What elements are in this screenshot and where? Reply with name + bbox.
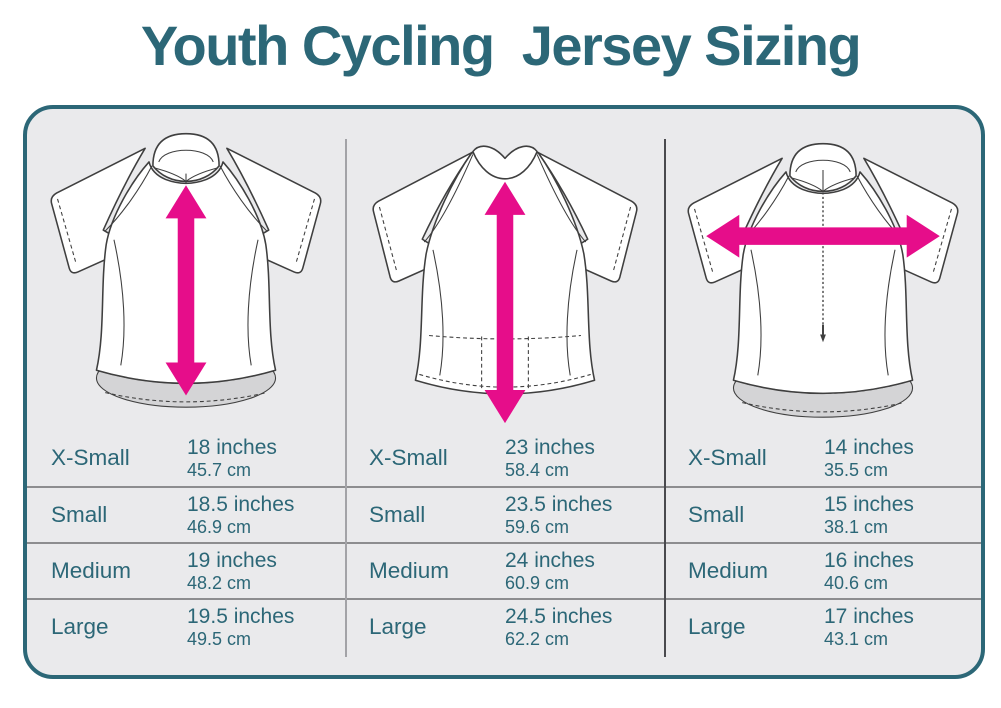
size-label: X-Small	[688, 445, 767, 470]
jersey-outline	[686, 142, 959, 418]
size-row: Small 23.5 inches 59.6 cm	[345, 486, 664, 542]
column-back-length: X-Small 23 inches 58.4 cm Small 23.5 inches 5…	[345, 109, 664, 675]
size-row: Large 19.5 inches 49.5 cm	[27, 598, 345, 654]
measurement-cm: 62.2 cm	[505, 628, 570, 649]
measurement-value: 14 inches 35.5 cm	[824, 436, 914, 481]
collar	[471, 145, 538, 180]
front-length-arrow	[165, 185, 207, 396]
measurement-value: 17 inches 43.1 cm	[824, 605, 914, 650]
measurement-value: 16 inches 40.6 cm	[824, 549, 914, 594]
back-length-arrow	[484, 181, 525, 424]
jersey-chest-diagram	[664, 109, 981, 430]
size-label: Large	[688, 614, 746, 639]
sizing-panel: X-Small 18 inches 45.7 cm Small 18.5 inches 4…	[23, 105, 985, 679]
size-label: Large	[369, 614, 427, 639]
measurement-inches: 17 inches	[824, 604, 914, 628]
measurement-inches: 24.5 inches	[505, 604, 613, 628]
page-title: Youth Cycling Jersey Sizing	[140, 14, 862, 77]
jersey-back-length-icon	[371, 145, 638, 424]
size-label: Medium	[369, 558, 450, 583]
measurement-cm: 45.7 cm	[187, 459, 252, 480]
size-row: X-Small 23 inches 58.4 cm	[345, 430, 664, 486]
measurement-value: 19 inches 48.2 cm	[187, 549, 277, 594]
column-front-length: X-Small 18 inches 45.7 cm Small 18.5 inches 4…	[27, 109, 345, 675]
size-row: Small 15 inches 38.1 cm	[664, 486, 981, 542]
collar	[152, 132, 220, 183]
size-label: Small	[369, 502, 426, 527]
measurement-inches: 18.5 inches	[187, 492, 295, 516]
measurement-value: 18 inches 45.7 cm	[187, 436, 277, 481]
size-row: Large 24.5 inches 62.2 cm	[345, 598, 664, 654]
measurement-value: 15 inches 38.1 cm	[824, 493, 914, 538]
measurement-inches: 18 inches	[187, 435, 277, 459]
size-row: Medium 16 inches 40.6 cm	[664, 542, 981, 598]
size-label: X-Small	[369, 445, 448, 470]
measurement-inches: 24 inches	[505, 548, 595, 572]
size-row: Large 17 inches 43.1 cm	[664, 598, 981, 654]
measurement-cm: 49.5 cm	[187, 628, 252, 649]
measurement-cm: 48.2 cm	[187, 572, 252, 593]
measurement-cm: 58.4 cm	[505, 459, 570, 480]
jersey-back-diagram	[345, 109, 664, 430]
measurement-value: 18.5 inches 46.9 cm	[187, 493, 294, 538]
jersey-front-diagram	[27, 109, 345, 430]
measurement-cm: 38.1 cm	[824, 516, 889, 537]
back-length-table: X-Small 23 inches 58.4 cm Small 23.5 inches 5…	[345, 430, 664, 654]
measurement-cm: 60.9 cm	[505, 572, 570, 593]
measurement-value: 24.5 inches 62.2 cm	[505, 605, 612, 650]
measurement-value: 23 inches 58.4 cm	[505, 436, 595, 481]
chest-width-table: X-Small 14 inches 35.5 cm Small 15 inches 38.…	[664, 430, 981, 654]
size-row: Small 18.5 inches 46.9 cm	[27, 486, 345, 542]
measurement-value: 24 inches 60.9 cm	[505, 549, 595, 594]
zipper-pull-tip	[819, 334, 826, 343]
size-label: X-Small	[51, 445, 130, 470]
size-label: Medium	[688, 558, 769, 583]
column-divider	[664, 139, 666, 657]
measurement-inches: 23 inches	[505, 435, 595, 459]
size-row: X-Small 18 inches 45.7 cm	[27, 430, 345, 486]
measurement-inches: 16 inches	[824, 548, 914, 572]
size-label: Small	[688, 502, 745, 527]
column-chest-width: X-Small 14 inches 35.5 cm Small 15 inches 38.…	[664, 109, 981, 675]
size-label: Medium	[51, 558, 132, 583]
measurement-cm: 59.6 cm	[505, 516, 570, 537]
size-label: Small	[51, 502, 108, 527]
collar	[788, 142, 857, 193]
measurement-inches: 23.5 inches	[505, 492, 613, 516]
column-divider	[345, 139, 347, 657]
measurement-inches: 19 inches	[187, 548, 277, 572]
front-length-table: X-Small 18 inches 45.7 cm Small 18.5 inches 4…	[27, 430, 345, 654]
chest-width-arrow	[705, 214, 940, 258]
measurement-value: 23.5 inches 59.6 cm	[505, 493, 612, 538]
size-row: Medium 24 inches 60.9 cm	[345, 542, 664, 598]
size-row: Medium 19 inches 48.2 cm	[27, 542, 345, 598]
measurement-cm: 40.6 cm	[824, 572, 889, 593]
measurement-value: 19.5 inches 49.5 cm	[187, 605, 294, 650]
measurement-inches: 15 inches	[824, 492, 914, 516]
size-row: X-Small 14 inches 35.5 cm	[664, 430, 981, 486]
measurement-inches: 14 inches	[824, 435, 914, 459]
measurement-cm: 35.5 cm	[824, 459, 889, 480]
jersey-chest-width-icon	[686, 142, 959, 418]
measurement-cm: 46.9 cm	[187, 516, 252, 537]
size-label: Large	[51, 614, 109, 639]
measurement-cm: 43.1 cm	[824, 628, 889, 649]
measurement-inches: 19.5 inches	[187, 604, 295, 628]
jersey-front-length-icon	[50, 132, 322, 408]
